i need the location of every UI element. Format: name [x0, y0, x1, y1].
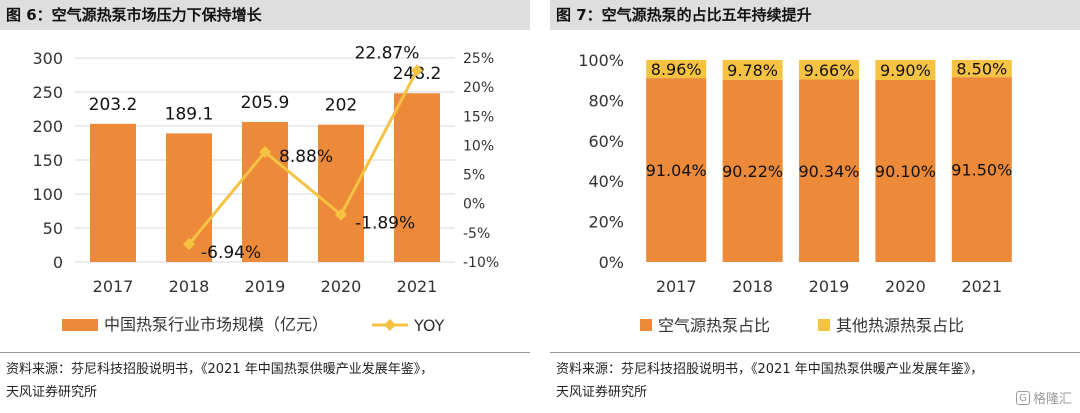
legend-other-label: 其他热源热泵占比	[836, 316, 964, 335]
bar-air-source	[875, 79, 936, 262]
bar-air-source	[722, 79, 783, 262]
y2-tick-label: 20%	[463, 80, 494, 96]
yoy-data-label: 8.88%	[279, 147, 333, 167]
yoy-line	[187, 69, 419, 246]
y2-tick-label: 25%	[463, 51, 494, 67]
bar-air-source	[799, 79, 859, 262]
air-source-data-label: 90.34%	[798, 162, 859, 181]
y-tick-label: 50	[43, 219, 63, 238]
right-figure-title: 图 7：空气源热泵的占比五年持续提升	[550, 0, 1080, 30]
bar	[90, 123, 136, 262]
y-tick-label: 250	[32, 83, 63, 102]
other-source-data-label: 8.96%	[651, 60, 702, 79]
yoy-data-label: -6.94%	[201, 243, 261, 263]
legend-bar-swatch	[62, 319, 98, 331]
y-tick-label: 100	[32, 185, 63, 204]
legend-other-swatch	[818, 319, 830, 331]
left-source-line-1: 资料来源：芬尼科技招股说明书，《2021 年中国热泵供暖产业发展年鉴》，	[6, 362, 434, 377]
air-source-data-label: 90.22%	[722, 162, 783, 181]
yoy-point	[335, 208, 347, 221]
right-source-note: 资料来源：芬尼科技招股说明书，《2021 年中国热泵供暖产业发展年鉴》， 天风证…	[556, 358, 1076, 404]
x-tick-label: 2017	[656, 277, 697, 296]
legend-line-label: YOY	[413, 316, 445, 335]
y-tick-label: 150	[32, 151, 63, 170]
market-size-chart: 0 50 100 150 200 250 300 -10% -5% 0% 5% 10% 15% 20% 25…	[32, 43, 499, 335]
bar-other-source	[722, 60, 783, 80]
other-source-data-label: 9.90%	[880, 61, 931, 80]
y-tick-label: 80%	[588, 91, 624, 110]
yoy-point	[259, 145, 271, 158]
right-source-line-1: 资料来源：芬尼科技招股说明书，《2021 年中国热泵供暖产业发展年鉴》，	[556, 362, 984, 377]
yoy-data-label: 22.87%	[355, 43, 420, 63]
bar-air-source	[951, 77, 1012, 262]
bar-other-source	[646, 60, 707, 79]
yoy-point	[183, 238, 195, 251]
x-tick-label: 2018	[169, 277, 210, 296]
legend-line-marker	[384, 319, 396, 331]
legend-air-swatch	[640, 319, 652, 331]
air-source-data-label: 91.50%	[951, 161, 1012, 180]
y-tick-label: 20%	[588, 213, 624, 232]
y2-tick-label: 0%	[463, 197, 485, 213]
other-source-data-label: 9.78%	[727, 61, 778, 80]
bar-data-label: 205.9	[241, 93, 290, 113]
other-source-data-label: 9.66%	[804, 61, 855, 80]
y-tick-label: 40%	[588, 172, 624, 191]
left-figure-panel: 图 6：空气源热泵市场压力下保持增长 0 50 100 150 200 250 300 -10…	[0, 0, 530, 413]
right-figure-panel: 图 7：空气源热泵的占比五年持续提升 0% 20% 40% 60% 80% 100% 91.…	[550, 0, 1080, 413]
left-source-divider	[0, 352, 530, 353]
bar-other-source	[875, 60, 936, 80]
y-tick-label: 100%	[578, 51, 624, 70]
watermark: G 格隆汇	[1015, 388, 1072, 407]
left-figure-title: 图 6：空气源热泵市场压力下保持增长	[0, 0, 530, 30]
y2-tick-label: -10%	[463, 255, 499, 271]
y2-tick-label: 5%	[463, 168, 485, 184]
right-source-divider	[550, 352, 1080, 353]
y-tick-label: 0%	[599, 253, 624, 272]
y-tick-label: 0	[53, 253, 63, 272]
left-source-note: 资料来源：芬尼科技招股说明书，《2021 年中国热泵供暖产业发展年鉴》， 天风证…	[6, 358, 526, 404]
x-tick-label: 2017	[93, 277, 134, 296]
y2-tick-label: -5%	[463, 226, 490, 242]
air-source-data-label: 91.04%	[646, 161, 707, 180]
left-source-line-2: 天风证券研究所	[6, 385, 98, 400]
bar-data-label: 203.2	[89, 95, 138, 115]
y-tick-label: 200	[32, 117, 63, 136]
watermark-text: 格隆汇	[1032, 392, 1072, 407]
y-tick-label: 300	[32, 49, 63, 68]
bar	[394, 93, 440, 262]
bar-data-label: 189.1	[165, 104, 214, 124]
yoy-point	[411, 64, 423, 77]
bar-data-label: 202	[325, 96, 357, 116]
y2-tick-label: 10%	[463, 138, 494, 154]
share-chart: 0% 20% 40% 60% 80% 100% 91.04% 8.96% 2017 90.22% 9…	[578, 51, 1012, 335]
x-tick-label: 2019	[245, 277, 286, 296]
other-source-data-label: 8.50%	[956, 60, 1007, 79]
air-source-data-label: 90.10%	[875, 162, 936, 181]
watermark-logo-icon: G	[1015, 390, 1030, 405]
bar	[242, 121, 288, 262]
x-tick-label: 2021	[961, 277, 1002, 296]
bar-air-source	[646, 78, 707, 262]
x-tick-label: 2021	[397, 277, 438, 296]
x-tick-label: 2018	[732, 277, 773, 296]
x-tick-label: 2020	[885, 277, 926, 296]
bar	[318, 124, 364, 262]
yoy-data-label: -1.89%	[355, 214, 415, 234]
y2-tick-label: 15%	[463, 109, 494, 125]
right-source-line-2: 天风证券研究所	[556, 385, 648, 400]
x-tick-label: 2020	[321, 277, 362, 296]
legend-bar-label: 中国热泵行业市场规模（亿元）	[104, 315, 328, 334]
bar-other-source	[799, 60, 859, 80]
y-tick-label: 60%	[588, 132, 624, 151]
bar-other-source	[951, 60, 1012, 78]
x-tick-label: 2019	[809, 277, 850, 296]
legend-air-label: 空气源热泵占比	[658, 316, 770, 335]
